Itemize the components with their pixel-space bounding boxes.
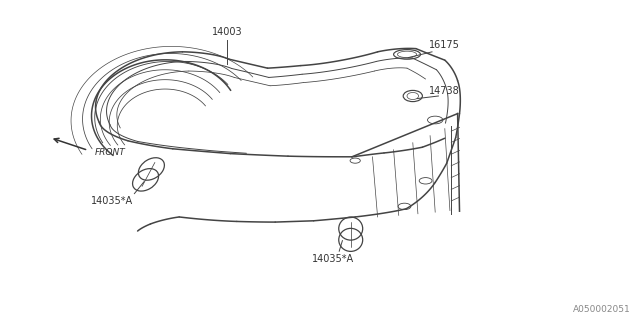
Text: 14738: 14738 [429, 86, 460, 96]
Text: 14003: 14003 [212, 27, 243, 37]
Text: FRONT: FRONT [95, 148, 125, 157]
Text: A050002051: A050002051 [573, 305, 630, 314]
Text: 14035*A: 14035*A [91, 196, 133, 206]
Text: 16175: 16175 [429, 40, 460, 50]
Text: 14035*A: 14035*A [312, 254, 354, 264]
